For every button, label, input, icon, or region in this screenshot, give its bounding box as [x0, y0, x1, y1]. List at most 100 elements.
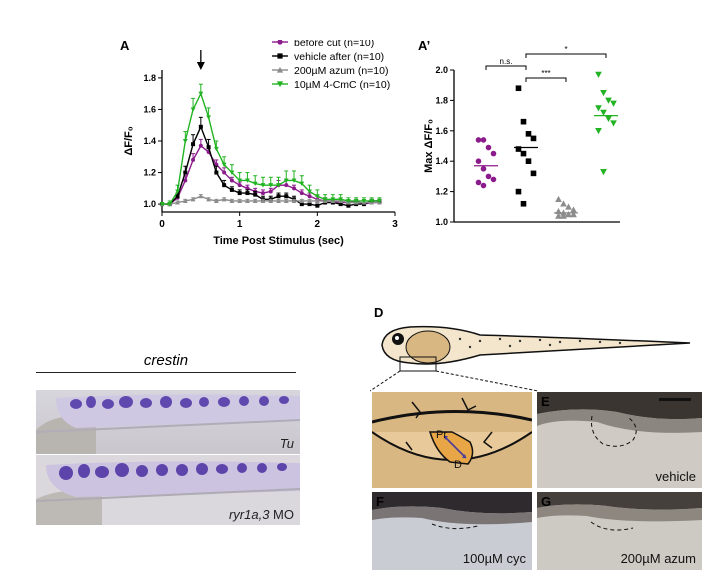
- panel-letter-e: E: [541, 394, 550, 409]
- legend-marker: [277, 53, 283, 59]
- data-point: [610, 100, 617, 107]
- y-axis-label: ΔF/F₀: [123, 126, 135, 155]
- data-point: [276, 198, 281, 203]
- photo-g-image: [537, 492, 702, 570]
- data-point: [314, 198, 320, 203]
- photo-b-crestin-wildtype: Tu: [36, 390, 300, 454]
- group-0: [474, 137, 498, 189]
- data-point: [610, 120, 617, 127]
- photo-c-image: [36, 455, 300, 525]
- data-point: [560, 200, 567, 207]
- y-tick-label: 1.0: [143, 199, 156, 209]
- embryo-schematic: [370, 325, 691, 392]
- data-point: [555, 195, 562, 202]
- data-point: [515, 146, 522, 152]
- data-point: [198, 193, 204, 199]
- data-point: [198, 143, 203, 148]
- data-point: [229, 178, 234, 183]
- data-point: [490, 150, 497, 157]
- data-point: [369, 198, 375, 204]
- data-point: [570, 206, 577, 213]
- significance-bracket: [525, 53, 607, 58]
- data-point: [475, 158, 482, 164]
- data-point: [605, 97, 612, 104]
- panel-letter-g: G: [541, 494, 552, 509]
- data-point: [520, 200, 527, 207]
- data-point: [338, 202, 343, 207]
- group-3: [594, 71, 618, 176]
- data-point: [229, 170, 235, 175]
- y-tick-label: 1.4: [143, 136, 156, 146]
- data-point: [222, 183, 227, 188]
- photo-c-label-suffix: MO: [269, 507, 294, 522]
- data-point: [485, 144, 492, 151]
- data-point: [570, 211, 577, 218]
- series-line: [162, 144, 380, 205]
- y-tick-label: 1.8: [143, 73, 156, 83]
- data-point: [377, 198, 382, 204]
- data-point: [600, 109, 607, 116]
- data-point: [475, 179, 482, 186]
- data-point: [338, 197, 344, 202]
- photo-b-image: [36, 390, 300, 454]
- data-point: [291, 178, 297, 183]
- legend-marker: [277, 40, 283, 45]
- data-point: [245, 186, 250, 191]
- y-tick-label: 1.8: [435, 95, 448, 105]
- crestin-heading: crestin: [143, 352, 189, 369]
- data-point: [299, 202, 304, 207]
- data-point: [485, 173, 492, 180]
- data-point: [565, 211, 572, 218]
- data-point: [237, 191, 242, 196]
- data-point: [307, 189, 312, 194]
- y-tick-label: 1.6: [435, 126, 448, 136]
- inset-label-d: D: [454, 459, 462, 471]
- data-point: [206, 196, 211, 202]
- x-tick-label: 2: [315, 219, 321, 230]
- photo-c-crestin-morphant: ryr1a,3 MO: [36, 455, 300, 525]
- embryo-inset-diagram: Pr D: [372, 392, 532, 488]
- data-point: [346, 198, 351, 204]
- data-point: [268, 198, 274, 203]
- data-point: [346, 203, 351, 208]
- data-point: [322, 197, 328, 202]
- data-point: [490, 176, 497, 183]
- data-point: [183, 178, 188, 183]
- photo-e-vehicle: E vehicle: [537, 392, 702, 488]
- data-point: [307, 198, 312, 203]
- data-point: [260, 198, 266, 203]
- data-point: [605, 115, 612, 122]
- data-point: [530, 135, 537, 142]
- data-point: [530, 170, 537, 177]
- data-point: [175, 194, 180, 199]
- data-point: [315, 203, 320, 208]
- data-point: [206, 145, 211, 150]
- y-axis-label: Max ΔF/F₀: [423, 119, 435, 173]
- data-point: [307, 202, 312, 207]
- data-point: [182, 198, 188, 203]
- data-point: [600, 169, 607, 176]
- data-point: [260, 183, 266, 188]
- photo-f-label: 100µM cyc: [462, 551, 526, 566]
- panel-letter-a: A: [120, 38, 130, 53]
- data-point: [260, 191, 265, 196]
- legend-entry: before cut (n=10): [294, 40, 374, 49]
- photo-g-azum: G 200µM azum: [537, 492, 702, 570]
- legend-entry: vehicle after (n=10): [294, 51, 384, 63]
- data-point: [237, 198, 243, 203]
- data-point: [190, 107, 196, 112]
- data-point: [213, 198, 219, 203]
- photo-f-cyc: F 100µM cyc: [372, 492, 532, 570]
- data-point: [480, 166, 487, 172]
- data-point: [480, 182, 487, 189]
- data-point: [190, 196, 196, 202]
- group-1: [514, 85, 538, 207]
- data-point: [191, 157, 196, 162]
- data-point: [475, 137, 482, 143]
- legend-marker: [276, 81, 284, 88]
- photo-c-label-gene: ryr1a,3: [228, 507, 270, 522]
- panel-letter-a-prime: A’: [418, 38, 431, 53]
- data-point: [229, 187, 234, 192]
- stimulus-arrow-head: [196, 62, 205, 70]
